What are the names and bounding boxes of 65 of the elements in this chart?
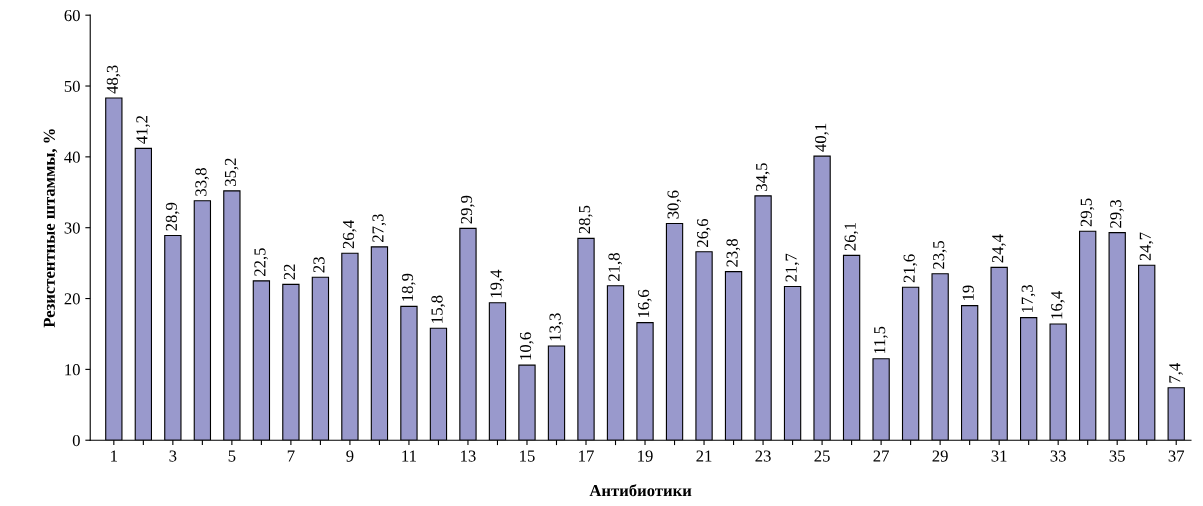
y-tick-label: 0 (72, 434, 80, 447)
data-label: 29,9 (460, 195, 475, 224)
data-label: 17,3 (1021, 284, 1036, 313)
data-label: 26,6 (697, 218, 711, 247)
data-label: 16,4 (1051, 290, 1065, 319)
data-label: 30,6 (667, 190, 682, 219)
y-axis-title: Резистентные штаммы, % (43, 129, 58, 328)
x-tick-label: 5 (228, 450, 236, 462)
x-tick-label: 1 (111, 450, 117, 462)
data-label: 22,5 (254, 248, 268, 276)
x-tick-label: 31 (991, 450, 1007, 462)
data-label: 24,7 (1139, 232, 1154, 261)
data-label: 26,4 (342, 220, 357, 249)
data-label: 21,8 (608, 253, 623, 281)
data-label: 27,3 (372, 214, 386, 242)
data-label: 48,3 (106, 65, 121, 94)
x-tick-label: 15 (520, 450, 535, 462)
data-label: 41,2 (136, 115, 150, 144)
x-axis-title: Антибиотики (589, 484, 692, 497)
x-tick-label: 27 (873, 450, 889, 462)
data-label: 18,9 (401, 273, 416, 301)
data-label: 34,5 (756, 163, 770, 191)
data-label: 23,5 (933, 241, 947, 269)
y-tick-label: 10 (65, 364, 80, 376)
y-tick-label: 20 (64, 293, 80, 305)
x-tick-label: 35 (1109, 450, 1125, 462)
data-label: 28,9 (165, 202, 180, 231)
x-tick-label: 21 (696, 450, 712, 462)
data-label: 7,4 (1169, 363, 1183, 383)
data-label: 23,8 (726, 238, 741, 267)
x-tick-label: 9 (346, 450, 354, 462)
y-tick-label: 40 (64, 151, 80, 163)
data-label: 26,1 (844, 222, 859, 251)
x-tick-label: 33 (1050, 450, 1066, 462)
data-label: 21,6 (903, 254, 918, 283)
data-label: 22 (283, 264, 295, 280)
y-tick-label: 60 (64, 9, 80, 22)
y-tick-label: 50 (64, 80, 80, 92)
x-tick-label: 7 (287, 450, 295, 462)
x-tick-label: 17 (579, 450, 594, 462)
data-label: 23 (313, 257, 325, 273)
data-label: 35,2 (224, 158, 239, 186)
data-label: 21,7 (785, 253, 800, 282)
data-label: 24,4 (992, 234, 1006, 263)
x-tick-label: 29 (932, 450, 948, 462)
x-tick-label: 37 (1168, 450, 1185, 462)
x-tick-label: 25 (814, 450, 830, 462)
data-label: 29,3 (1110, 199, 1124, 228)
x-tick-label: 13 (461, 450, 476, 462)
data-label: 19,4 (490, 269, 505, 298)
x-tick-label: 3 (169, 450, 177, 462)
data-label: 19 (962, 285, 974, 300)
data-label: 15,8 (431, 295, 446, 323)
x-tick-label: 19 (638, 450, 653, 462)
data-label: 10,6 (519, 332, 534, 360)
data-label: 28,5 (578, 205, 593, 234)
x-tick-label: 11 (402, 450, 416, 462)
x-tick-label: 23 (755, 450, 771, 462)
data-label: 29,5 (1080, 198, 1095, 227)
data-label: 13,3 (549, 313, 564, 341)
y-tick-label: 30 (64, 222, 80, 234)
data-label: 40,1 (815, 123, 829, 152)
data-label: 33,8 (195, 168, 209, 196)
data-label: 11,5 (874, 326, 888, 354)
data-label: 16,6 (638, 289, 652, 317)
